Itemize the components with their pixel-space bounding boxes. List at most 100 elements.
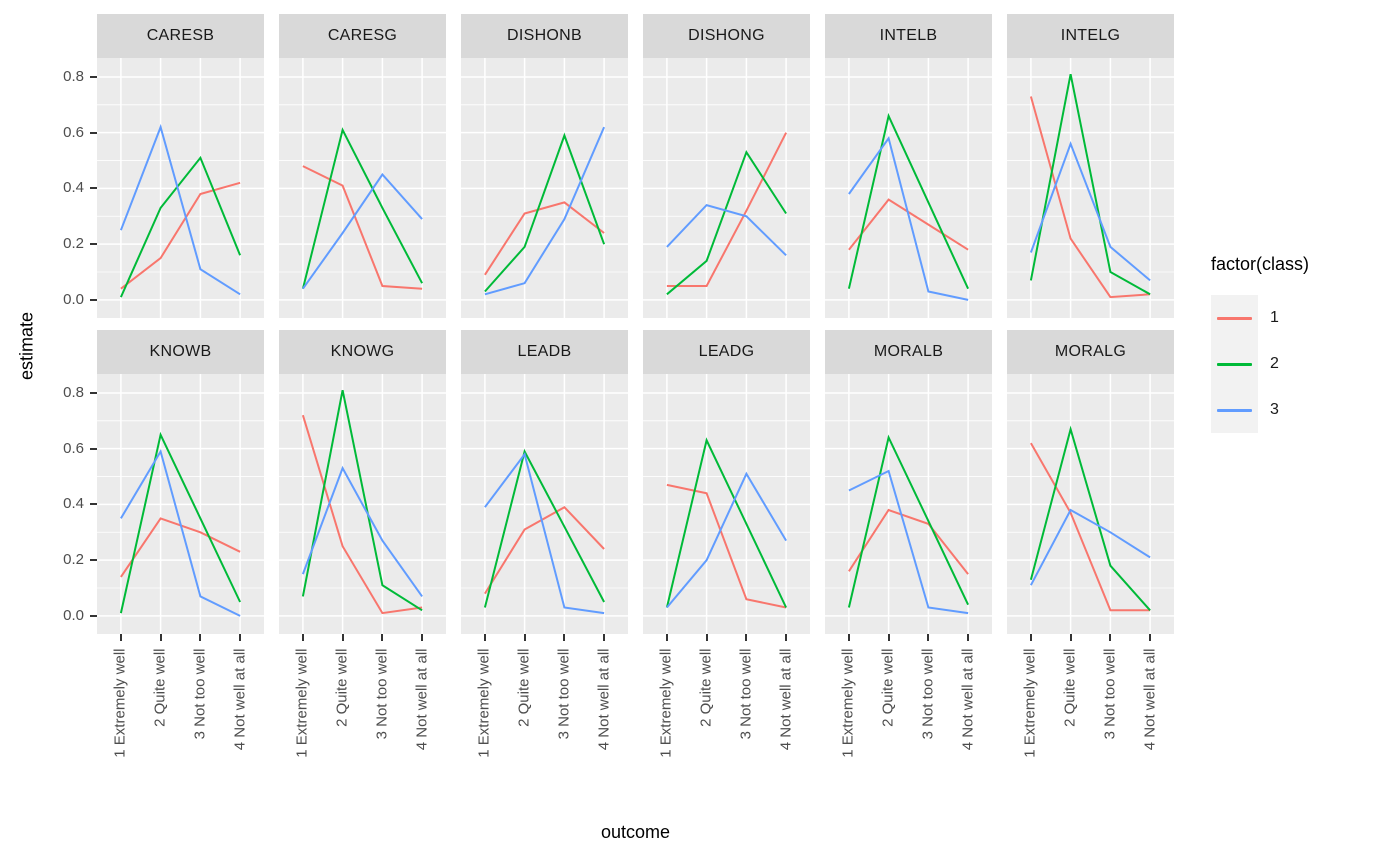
facet-plot-caresg (279, 58, 446, 318)
y-tick-mark (90, 391, 97, 394)
y-tick-mark (90, 298, 97, 301)
x-tick-mark (1109, 634, 1112, 641)
facet-strip-intelg: INTELG (1007, 14, 1174, 58)
facet-panel-intelg (1007, 58, 1174, 318)
series-line-class-3 (120, 448, 241, 617)
x-tick-mark (1029, 634, 1032, 641)
facet-panel-intelb (825, 58, 992, 318)
y-axis-title: estimate (16, 311, 37, 381)
x-tick-label: 2 Quite well (515, 648, 533, 727)
x-tick-label: 1 Extremely well (111, 648, 129, 758)
x-tick-mark (927, 634, 930, 641)
facet-plot-knowg (279, 374, 446, 634)
series-line-class-1 (302, 165, 423, 290)
series-line-class-2 (301, 127, 423, 289)
y-tick-label: 0.0 (63, 606, 84, 624)
y-tick-mark (90, 243, 97, 246)
facet-plot-dishonb (461, 58, 628, 318)
facet-plot-leadg (643, 374, 810, 634)
facet-panel-moralg (1007, 374, 1174, 634)
series-line-class-3 (302, 172, 423, 290)
series-line-class-1 (1029, 96, 1151, 299)
x-tick-label: 4 Not well at all (413, 648, 431, 750)
facet-panel-caresg (279, 58, 446, 318)
y-tick-label: 0.6 (63, 123, 84, 141)
y-tick-mark (90, 75, 97, 78)
series-line-class-2 (847, 434, 970, 608)
series-line-class-1 (301, 414, 423, 615)
facet-plot-leadb (461, 374, 628, 634)
x-tick-mark (847, 634, 850, 641)
series-line-class-2 (1029, 425, 1151, 611)
facet-plot-dishong (643, 58, 810, 318)
x-tick-mark (523, 634, 526, 641)
facet-strip-caresg: CARESG (279, 14, 446, 58)
x-tick-mark (199, 634, 202, 641)
facet-plot-knowb (97, 374, 264, 634)
x-tick-label: 4 Not well at all (959, 648, 977, 750)
x-tick-mark (341, 634, 344, 641)
legend-label-class-1: 1 (1270, 309, 1279, 326)
series-line-class-1 (120, 181, 241, 290)
x-tick-label: 3 Not too well (373, 648, 391, 739)
facet-strip-dishong: DISHONG (643, 14, 810, 58)
x-tick-label: 3 Not too well (191, 648, 209, 739)
legend-key-class-2 (1211, 341, 1258, 387)
facet-strip-leadb: LEADB (461, 330, 628, 374)
x-tick-label: 3 Not too well (919, 648, 937, 739)
y-tick-mark (90, 187, 97, 190)
y-tick-label: 0.4 (63, 179, 84, 197)
x-tick-label: 1 Extremely well (839, 648, 857, 758)
x-tick-label: 2 Quite well (697, 648, 715, 727)
x-tick-mark (1069, 634, 1072, 641)
legend-label-class-2: 2 (1270, 355, 1279, 372)
series-line-class-1 (848, 508, 969, 575)
facet-strip-dishonb: DISHONB (461, 14, 628, 58)
legend-key-line-class-1 (1217, 317, 1252, 320)
x-tick-mark (785, 634, 788, 641)
facet-panel-leadg (643, 374, 810, 634)
x-tick-label: 2 Quite well (879, 648, 897, 727)
facet-plot-moralb (825, 374, 992, 634)
x-tick-mark (603, 634, 606, 641)
x-tick-label: 4 Not well at all (595, 648, 613, 750)
facet-panel-dishong (643, 58, 810, 318)
series-line-class-1 (1030, 442, 1151, 612)
x-tick-label: 4 Not well at all (1141, 648, 1159, 750)
x-tick-label: 2 Quite well (333, 648, 351, 727)
x-tick-mark (563, 634, 566, 641)
facet-panel-leadb (461, 374, 628, 634)
series-line-class-1 (666, 132, 787, 287)
legend-key-class-3 (1211, 387, 1258, 433)
x-tick-label: 2 Quite well (151, 648, 169, 727)
x-tick-mark (705, 634, 708, 641)
series-line-class-2 (483, 448, 605, 608)
x-tick-label: 4 Not well at all (777, 648, 795, 750)
series-line-class-3 (301, 465, 423, 597)
x-tick-mark (301, 634, 304, 641)
x-tick-mark (239, 634, 242, 641)
series-line-class-2 (666, 149, 787, 296)
facet-panel-knowb (97, 374, 264, 634)
facet-panel-knowg (279, 374, 446, 634)
series-line-class-1 (484, 505, 605, 595)
series-line-class-3 (848, 469, 969, 615)
x-tick-mark (483, 634, 486, 641)
y-tick-mark (90, 559, 97, 562)
x-axis-title: outcome (600, 822, 671, 842)
y-tick-label: 0.8 (63, 383, 84, 401)
x-tick-mark (421, 634, 424, 641)
series-line-class-2 (665, 437, 788, 608)
x-tick-label: 1 Extremely well (293, 648, 311, 758)
facet-plot-intelb (825, 58, 992, 318)
series-line-class-2 (119, 155, 242, 298)
facet-panel-caresb (97, 58, 264, 318)
x-tick-mark (381, 634, 384, 641)
facet-plot-caresb (97, 58, 264, 318)
y-tick-mark (90, 131, 97, 134)
series-line-class-3 (848, 135, 969, 301)
x-tick-mark (887, 634, 890, 641)
series-line-class-1 (666, 483, 787, 609)
legend-title: factor(class) (1211, 254, 1310, 274)
y-tick-label: 0.4 (63, 495, 84, 513)
